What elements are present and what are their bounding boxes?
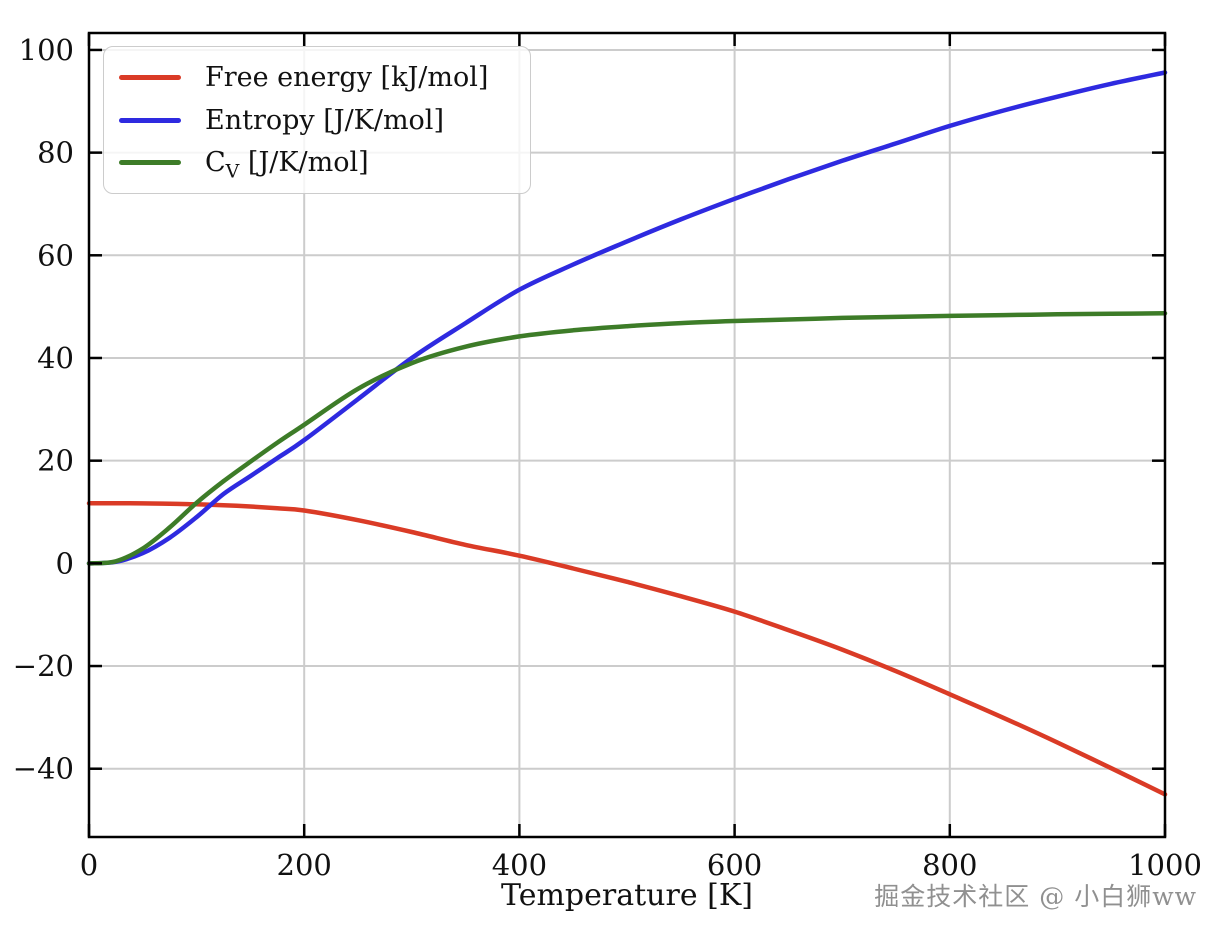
legend-label-free-energy: Free energy [kJ/mol]: [205, 62, 489, 94]
free-energy-line-sample: [119, 75, 181, 81]
legend-item-free-energy: Free energy [kJ/mol]: [119, 62, 530, 93]
x-tick-label: 400: [492, 848, 547, 882]
x-axis-label: Temperature [K]: [501, 878, 753, 913]
free-energy-curve: [86, 501, 1168, 797]
y-tick-label: 20: [37, 444, 74, 478]
entropy-line-sample: [119, 117, 181, 123]
y-tick-label: −20: [13, 649, 74, 683]
x-tick-label: 0: [80, 848, 98, 882]
x-tick-label: 800: [922, 848, 977, 882]
x-tick-label: 1000: [1128, 848, 1202, 882]
axes-spines: [87, 31, 1167, 839]
legend-item-entropy: Entropy [J/K/mol]: [119, 105, 530, 136]
x-tick-label: 600: [707, 848, 762, 882]
legend: Free energy [kJ/mol] Entropy [J/K/mol] C…: [103, 46, 531, 194]
legend-label-cv: CV [J/K/mol]: [205, 146, 369, 183]
y-tick-label: 60: [37, 238, 74, 272]
legend-label-entropy: Entropy [J/K/mol]: [205, 104, 444, 136]
entropy-curve: [86, 70, 1168, 566]
y-tick-label: 0: [56, 546, 74, 580]
y-tick-label: −40: [13, 752, 74, 786]
legend-item-cv: CV [J/K/mol]: [119, 146, 530, 183]
watermark: 掘金技术社区 @ 小白狮ww: [874, 882, 1197, 911]
cv-line-sample: [119, 159, 181, 165]
cv-curve: [86, 311, 1168, 566]
y-tick-label: 40: [37, 341, 74, 375]
x-tick-label: 200: [277, 848, 332, 882]
y-tick-label: 100: [19, 33, 74, 67]
y-tick-label: 80: [37, 136, 74, 170]
